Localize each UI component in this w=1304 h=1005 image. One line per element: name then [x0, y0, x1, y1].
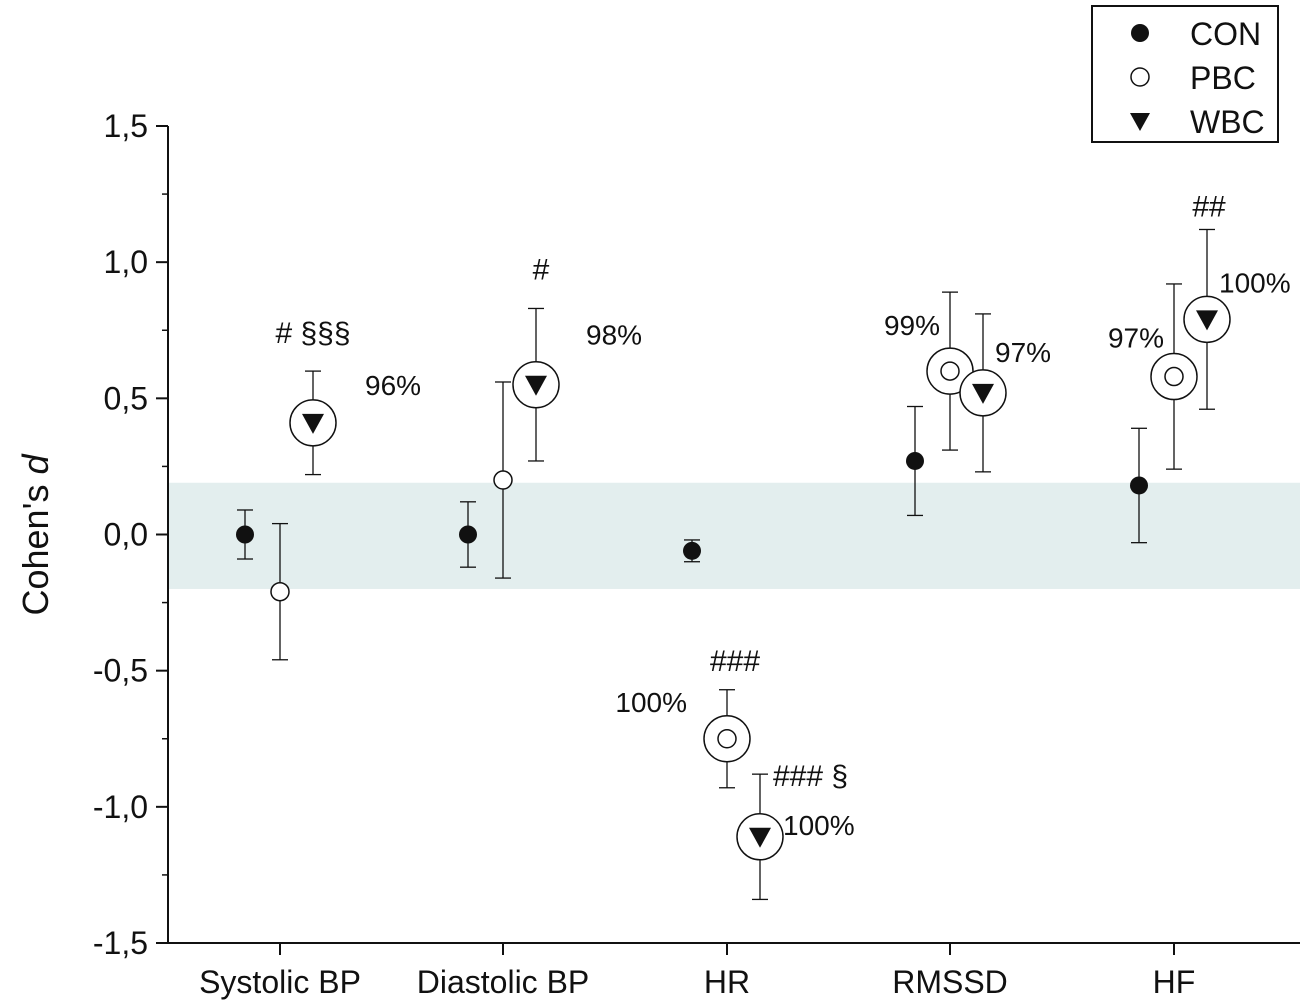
percent-label: 100%: [1219, 267, 1291, 298]
wbc-point: [525, 375, 547, 396]
significance-label: # §§§: [275, 317, 350, 350]
significance-label: ### §: [773, 760, 848, 793]
pbc-point: [493, 470, 513, 490]
percent-label: 98%: [586, 320, 642, 351]
significance-label: ###: [710, 645, 760, 678]
con-point: [683, 541, 701, 560]
pbc-point: [940, 361, 960, 381]
y-tick-label: 0,5: [104, 380, 148, 416]
x-tick-label: Diastolic BP: [417, 964, 590, 1000]
y-tick-label: -0,5: [93, 653, 148, 689]
percent-label: 99%: [884, 310, 940, 341]
y-tick-label: 1,5: [104, 108, 148, 144]
significance-label: #: [533, 254, 550, 287]
wbc-point: [749, 827, 771, 848]
legend: CON PBC WBC: [1091, 5, 1279, 143]
percent-label: 100%: [783, 810, 855, 841]
pbc-point: [1164, 366, 1184, 387]
no-effect-band: [169, 482, 1300, 589]
wbc-point: [302, 413, 324, 434]
x-tick-label: HR: [704, 964, 750, 1000]
data-marks: [236, 228, 1231, 901]
y-tick-label: -1,5: [93, 925, 148, 961]
percent-label: 96%: [365, 370, 421, 401]
legend-marker-pbc: [1130, 67, 1150, 87]
x-tick-label: RMSSD: [892, 964, 1008, 1000]
y-tick-label: -1,0: [93, 789, 148, 825]
pbc-point: [717, 729, 737, 749]
x-tick-label: HF: [1153, 964, 1196, 1000]
legend-box: [1091, 5, 1279, 143]
con-point: [236, 525, 254, 544]
legend-label-pbc: PBC: [1190, 60, 1256, 96]
percent-label: 100%: [615, 687, 687, 718]
con-point: [906, 451, 924, 470]
percent-label: 97%: [1108, 323, 1164, 354]
legend-label-wbc: WBC: [1190, 104, 1265, 140]
percent-label: 97%: [995, 337, 1051, 368]
legend-marker-wbc: [1130, 113, 1150, 131]
annotations: 100% ### 99% 97% 96% # §§§ 98% #100% ### § 97% 100…: [275, 190, 1290, 840]
y-tick-label: 0,0: [104, 517, 148, 553]
con-point: [459, 525, 477, 544]
con-point: [1130, 476, 1148, 495]
legend-marker-con: [1131, 24, 1149, 42]
wbc-point: [972, 383, 994, 404]
wbc-point: [1196, 310, 1218, 331]
axes: 1,5 1,0 0,5 0,0 -0,5 -1,0 -1,5 Systolic BP Diast…: [93, 108, 1300, 1000]
y-tick-label: 1,0: [104, 244, 148, 280]
x-tick-label: Systolic BP: [199, 964, 361, 1000]
significance-label: ##: [1192, 190, 1226, 223]
y-axis-label: Cohen's d: [15, 454, 56, 616]
legend-label-con: CON: [1190, 16, 1261, 52]
pbc-point: [270, 581, 290, 602]
